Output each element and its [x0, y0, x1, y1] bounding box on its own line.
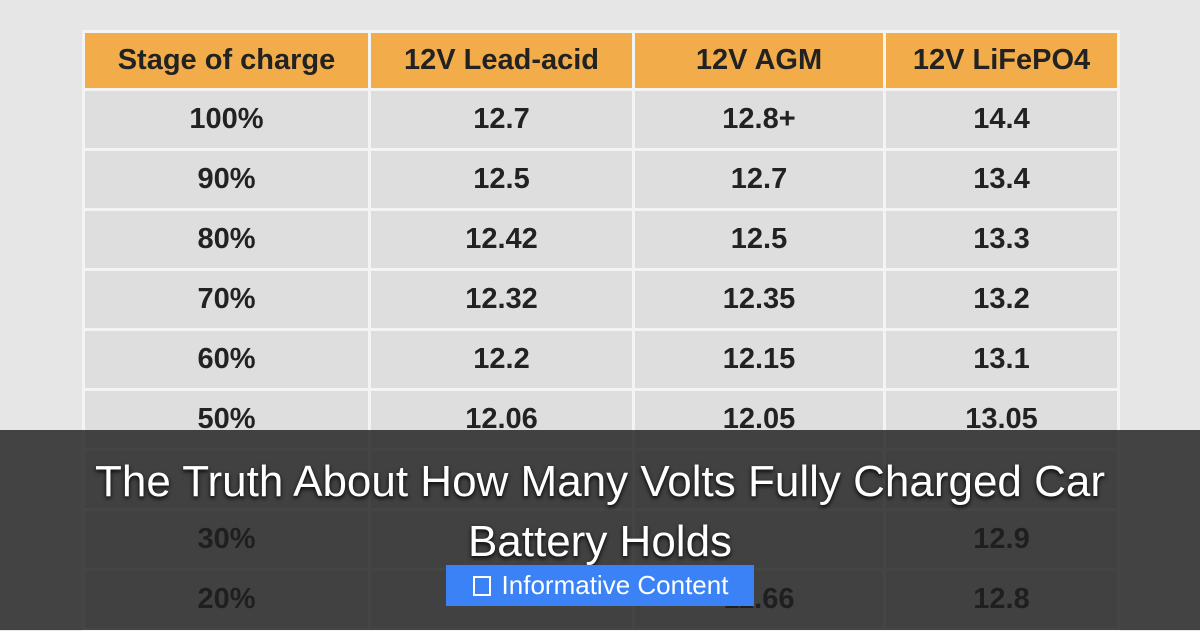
table-cell: 12.42: [368, 208, 635, 271]
badge-text: Informative Content: [501, 570, 729, 600]
table-cell: 13.2: [883, 268, 1120, 331]
table-row: 70% 12.32 12.35 13.2: [82, 268, 1120, 331]
title: The Truth About How Many Volts Fully Cha…: [94, 457, 1106, 566]
table-cell: 60%: [82, 328, 371, 391]
table-cell: 12.7: [632, 148, 886, 211]
table-cell: 12.7: [368, 88, 635, 151]
table-cell: 100%: [82, 88, 371, 151]
header-cell: Stage of charge: [82, 30, 371, 91]
table-cell: 12.8+: [632, 88, 886, 151]
table-row: 90% 12.5 12.7 13.4: [82, 148, 1120, 211]
table-row: 100% 12.7 12.8+ 14.4: [82, 88, 1120, 151]
table-cell: 90%: [82, 148, 371, 211]
header-row: Stage of charge 12V Lead-acid 12V AGM 12V L…: [82, 30, 1120, 91]
badge[interactable]: Informative Content: [446, 565, 754, 606]
header-cell: 12V AGM: [632, 30, 886, 91]
header-cell: 12V LiFePO4: [883, 30, 1120, 91]
table-cell: 12.35: [632, 268, 886, 331]
table-cell: 14.4: [883, 88, 1120, 151]
table-cell: 12.15: [632, 328, 886, 391]
table-row: 60% 12.2 12.15 13.1: [82, 328, 1120, 391]
table-cell: 12.5: [368, 148, 635, 211]
table-cell: 70%: [82, 268, 371, 331]
table-row: 80% 12.42 12.5 13.3: [82, 208, 1120, 271]
table-cell: 12.32: [368, 268, 635, 331]
table-cell: 80%: [82, 208, 371, 271]
badge-icon: [472, 575, 491, 596]
table-cell: 12.2: [368, 328, 635, 391]
table-cell: 13.4: [883, 148, 1120, 211]
header-cell: 12V Lead-acid: [368, 30, 635, 91]
table-cell: 12.5: [632, 208, 886, 271]
table-cell: 13.1: [883, 328, 1120, 391]
table-cell: 13.3: [883, 208, 1120, 271]
